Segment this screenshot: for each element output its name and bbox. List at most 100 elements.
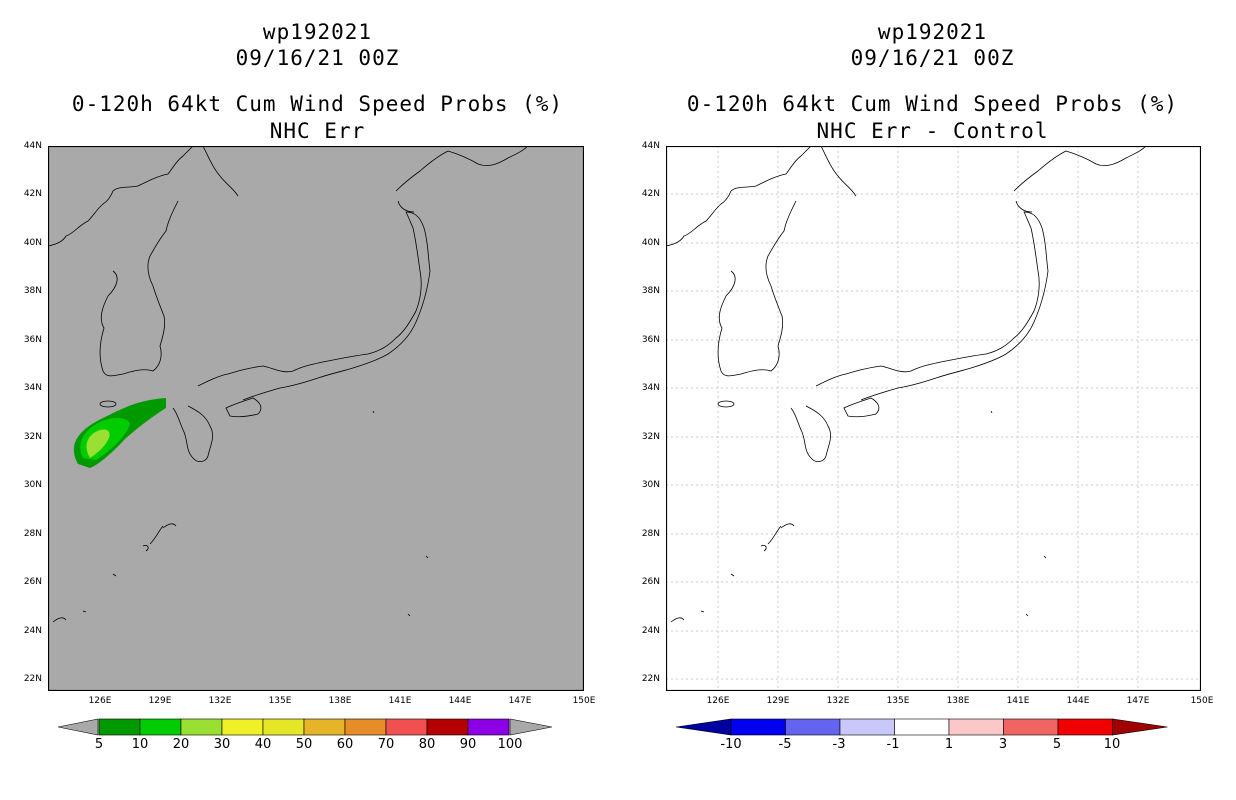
colorbar-label: 5 <box>94 737 104 752</box>
lon-label: 141E <box>388 696 412 706</box>
japan-shikoku <box>843 397 880 418</box>
lon-label: 135E <box>886 696 910 706</box>
lat-label: 40N <box>23 238 42 248</box>
lat-label: 24N <box>641 626 660 636</box>
lon-label: 147E <box>1126 696 1150 706</box>
lat-label: 22N <box>641 674 660 684</box>
right-colorbar <box>676 718 1168 736</box>
colorbar-label: 70 <box>377 737 395 752</box>
lat-label: 34N <box>641 383 660 393</box>
lon-label: 144E <box>1066 696 1090 706</box>
left-colorbar <box>58 718 553 736</box>
left-map-panel <box>48 146 584 691</box>
colorbar-swatch <box>98 718 141 736</box>
lat-label: 22N <box>23 674 42 684</box>
lon-label: 132E <box>826 696 850 706</box>
colorbar-label: 50 <box>295 737 313 752</box>
colorbar-label: 20 <box>172 737 190 752</box>
colorbar-label: 10 <box>131 737 149 752</box>
probability-swath <box>73 398 166 468</box>
lat-label: 30N <box>641 480 660 490</box>
colorbar-swatch <box>1003 718 1059 736</box>
colorbar-swatch <box>180 718 223 736</box>
colorbar-swatch <box>139 718 182 736</box>
lon-label: 150E <box>572 696 596 706</box>
colorbar-label: -1 <box>886 737 900 752</box>
jeju-island <box>99 400 117 408</box>
colorbar-label: 100 <box>497 737 523 752</box>
colorbar-swatch <box>262 718 305 736</box>
left-map-frame <box>48 146 584 691</box>
lat-label: 42N <box>23 189 42 199</box>
japan-hokkaido <box>1013 146 1147 213</box>
colorbar-swatch <box>948 718 1004 736</box>
colorbar-swatch <box>1057 718 1113 736</box>
lon-label: 141E <box>1006 696 1030 706</box>
lon-label: 126E <box>88 696 112 706</box>
colorbar-label: 60 <box>336 737 354 752</box>
left-title-subtitle: NHC Err <box>269 119 366 143</box>
right-gridlines <box>666 146 1201 691</box>
left-colorbar-boxes <box>98 718 510 736</box>
left-coastlines <box>48 146 529 623</box>
right-title-date: 09/16/21 00Z <box>850 46 1015 70</box>
colorbar-swatch <box>344 718 387 736</box>
sakhalin-coast <box>820 146 857 197</box>
right-colorbar-boxes <box>676 718 1168 736</box>
lat-label: 36N <box>23 335 42 345</box>
colorbar-swatch <box>467 718 510 736</box>
colorbar-right-cap <box>509 718 553 736</box>
lon-label: 150E <box>1190 696 1214 706</box>
lat-label: 30N <box>23 480 42 490</box>
left-title-product: 0-120h 64kt Cum Wind Speed Probs (%) <box>71 92 564 116</box>
colorbar-label: -10 <box>720 737 742 752</box>
lat-label: 32N <box>23 432 42 442</box>
right-map-panel <box>666 146 1201 691</box>
right-map-frame <box>666 146 1201 691</box>
lon-label: 138E <box>328 696 352 706</box>
lon-label: 138E <box>946 696 970 706</box>
right-title-product: 0-120h 64kt Cum Wind Speed Probs (%) <box>686 92 1179 116</box>
lat-label: 34N <box>23 383 42 393</box>
prob-swath-20 <box>86 429 110 458</box>
colorbar-swatch <box>730 718 786 736</box>
japan-hokkaido <box>395 146 529 213</box>
colorbar-swatch <box>221 718 264 736</box>
lat-label: 44N <box>23 141 42 151</box>
lon-label: 132E <box>208 696 232 706</box>
right-coastlines <box>666 146 1147 623</box>
colorbar-swatch <box>1112 718 1168 736</box>
korea-peninsula <box>99 200 179 377</box>
right-title-subtitle: NHC Err - Control <box>816 119 1049 143</box>
sakhalin-coast <box>202 146 239 197</box>
lat-label: 24N <box>23 626 42 636</box>
left-title-date: 09/16/21 00Z <box>235 46 400 70</box>
ryukyu-islands <box>670 523 795 623</box>
ryukyu-islands <box>52 523 177 623</box>
jeju-island <box>717 400 735 408</box>
lat-label: 42N <box>641 189 660 199</box>
right-map-background <box>666 146 1201 691</box>
left-title-storm-id: wp192021 <box>262 20 373 44</box>
lat-label: 32N <box>641 432 660 442</box>
colorbar-left-cap <box>58 718 99 736</box>
colorbar-swatch <box>676 718 732 736</box>
lat-label: 44N <box>641 141 660 151</box>
izu-islands <box>990 410 1047 617</box>
right-title-storm-id: wp192021 <box>877 20 988 44</box>
colorbar-swatch <box>785 718 841 736</box>
colorbar-swatch <box>385 718 428 736</box>
lat-label: 28N <box>23 529 42 539</box>
lat-label: 38N <box>641 286 660 296</box>
colorbar-swatch <box>839 718 895 736</box>
lon-label: 144E <box>448 696 472 706</box>
colorbar-label: 40 <box>254 737 272 752</box>
lat-label: 26N <box>641 577 660 587</box>
japan-honshu <box>197 211 431 401</box>
colorbar-label: 30 <box>213 737 231 752</box>
izu-islands <box>372 410 429 617</box>
lon-label: 147E <box>508 696 532 706</box>
colorbar-label: 80 <box>418 737 436 752</box>
japan-honshu <box>815 211 1049 401</box>
colorbar-label: 90 <box>459 737 477 752</box>
